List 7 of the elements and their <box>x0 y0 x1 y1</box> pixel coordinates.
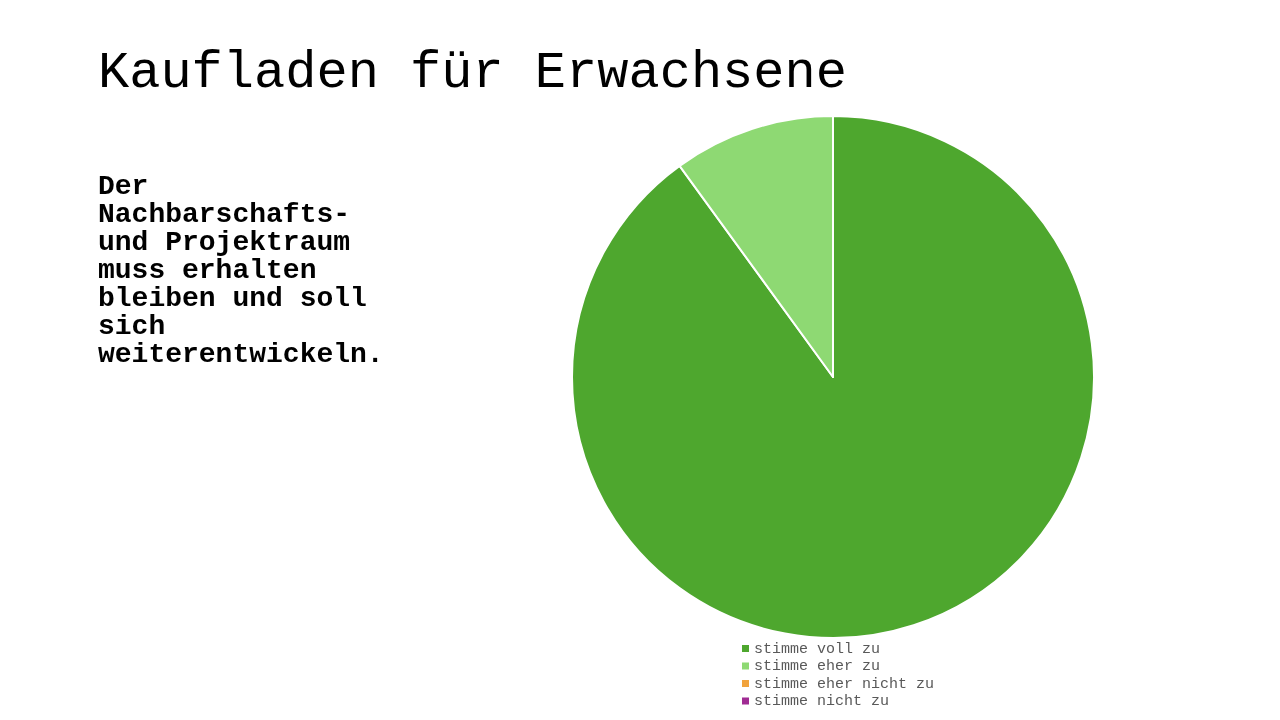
legend-label: stimme eher nicht zu <box>754 675 935 693</box>
legend-label: stimme voll zu <box>754 640 881 658</box>
pie-slice <box>571 115 1095 639</box>
legend-label: stimme nicht zu <box>754 693 890 711</box>
legend-label: stimme eher zu <box>754 658 881 676</box>
chart-title: Kaufladen für Erwachsene <box>98 44 847 103</box>
text: Der Nachbarschafts- und Projektraum muss erhalten bleiben und soll sich weiterentwickeln. <box>98 171 384 370</box>
